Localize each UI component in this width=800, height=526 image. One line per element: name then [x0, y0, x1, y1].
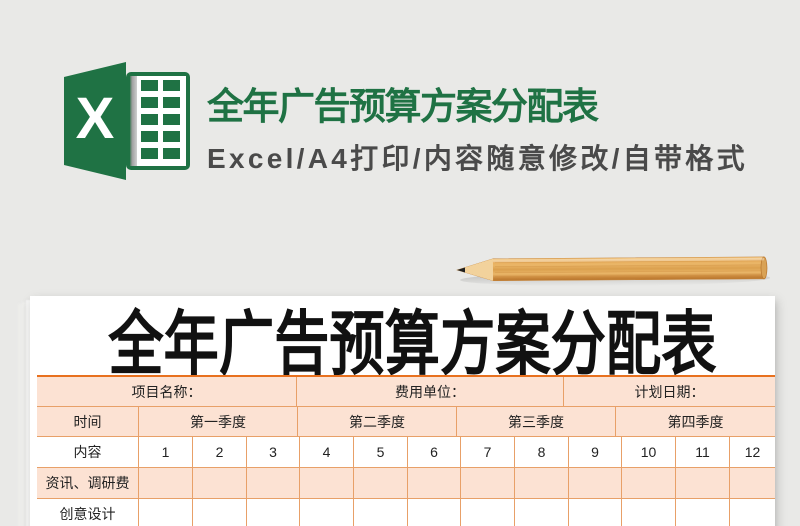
- svg-text:X: X: [76, 86, 115, 151]
